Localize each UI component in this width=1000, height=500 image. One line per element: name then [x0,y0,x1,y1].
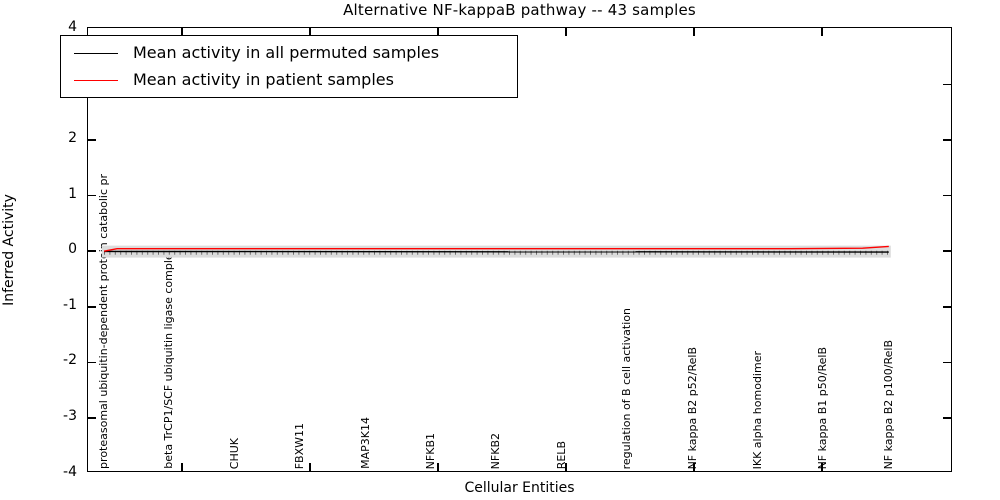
legend-item-patient: Mean activity in patient samples [74,69,517,91]
x-tick [821,28,823,36]
x-tick [437,463,439,471]
y-tick-label: 4 [68,18,77,35]
y-tick [943,139,951,141]
x-tick [693,28,695,36]
y-tick-label: 1 [68,185,77,202]
y-tick [943,417,951,419]
legend-label: Mean activity in patient samples [133,70,394,89]
series-line-permuted [103,250,889,253]
red-line-swatch [74,79,118,81]
plot-area: proteasomal ubiquitin-dependent protein … [88,28,951,471]
y-tick [88,194,96,197]
y-tick [88,361,96,364]
x-tick [565,28,567,36]
x-tick [565,463,567,471]
y-tick [88,417,96,419]
chart-title: Alternative NF-kappaB pathway -- 43 samp… [343,1,696,19]
y-tick [943,194,951,197]
x-tick [821,463,823,471]
series-line-patient [103,245,889,252]
y-axis-title: Inferred Activity [1,194,17,306]
y-tick [943,361,951,364]
x-tick [437,28,439,36]
y-tick-label: 0 [68,241,77,258]
black-line-swatch [74,52,118,54]
x-axis-title: Cellular Entities [464,480,575,496]
y-tick-label: 2 [68,130,77,146]
x-tick [181,28,183,36]
legend-item-permuted: Mean activity in all permuted samples [74,42,517,64]
chart-canvas [102,245,891,258]
y-tick-label: -4 [63,463,77,480]
y-tick-label: -2 [63,352,77,369]
x-tick [309,463,311,471]
legend-label: Mean activity in all permuted samples [133,43,440,62]
x-tick [309,28,311,36]
legend: Mean activity in all permuted samples Me… [60,35,518,98]
y-tick [88,250,96,252]
y-tick [943,306,951,308]
y-tick-label: -3 [63,408,77,424]
x-tick [693,463,695,471]
y-tick [943,250,951,252]
y-tick-label: -1 [63,296,77,313]
x-tick [181,463,183,471]
y-tick [88,139,96,141]
y-tick [88,306,96,308]
y-tick [943,83,951,86]
plot-frame: proteasomal ubiquitin-dependent protein … [87,27,952,472]
